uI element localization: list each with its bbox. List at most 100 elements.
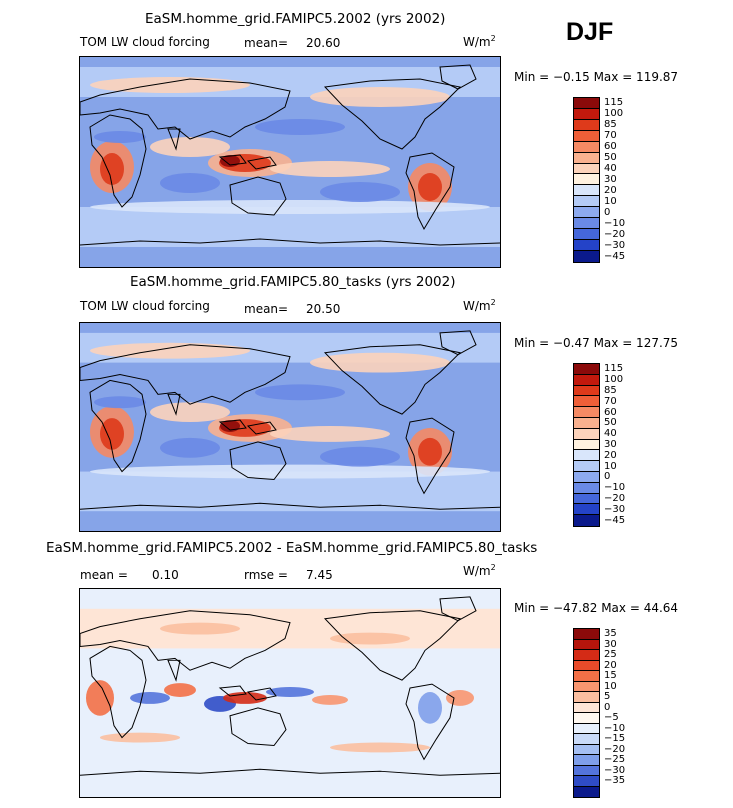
contour-region: [418, 437, 442, 466]
colorbar-tick-label: 40: [604, 428, 617, 440]
coastline: [439, 596, 477, 622]
contour-region: [266, 687, 314, 697]
colorbar-swatch: [574, 504, 599, 516]
colorbar-swatch: [574, 786, 599, 797]
colorbar-tick-label: 115: [604, 363, 624, 375]
colorbar-swatch: [574, 174, 599, 186]
map-canvas: [80, 57, 500, 267]
contour-region: [160, 622, 240, 635]
colorbar-swatch: [574, 723, 599, 734]
season-label: DJF: [566, 18, 614, 46]
colorbar-swatch: [574, 629, 599, 640]
contour-region: [446, 690, 474, 706]
contour-region: [255, 119, 345, 135]
colorbar-swatch: [574, 639, 599, 650]
panel2-colorbar: [573, 363, 600, 527]
colorbar-tick-label: 0: [604, 701, 611, 713]
contour-region: [418, 692, 442, 724]
colorbar-tick-label: 85: [604, 119, 617, 131]
colorbar-swatch: [574, 765, 599, 776]
colorbar-tick-label: 70: [604, 395, 617, 407]
coastline: [439, 64, 477, 90]
colorbar-tick-label: 20: [604, 449, 617, 461]
colorbar-tick-label: 10: [604, 195, 617, 207]
panel3-minmax: Min = −47.82 Max = 44.64: [514, 601, 679, 615]
colorbar-tick-label: 85: [604, 385, 617, 396]
contour-region: [320, 446, 400, 467]
colorbar-tick-label: 115: [604, 97, 624, 109]
contour-region: [150, 137, 230, 157]
colorbar-tick-label: −5: [604, 712, 619, 724]
colorbar-tick-label: −20: [604, 228, 626, 240]
coastline: [218, 419, 277, 435]
contour-region: [255, 384, 345, 401]
colorbar-swatch: [574, 681, 599, 692]
colorbar-swatch: [574, 702, 599, 713]
colorbar-tick-label: −10: [604, 217, 626, 229]
colorbar-swatch: [574, 493, 599, 505]
coastline: [229, 441, 287, 481]
colorbar-tick-label: 0: [604, 471, 611, 483]
colorbar-swatch: [574, 461, 599, 472]
colorbar-swatch: [574, 744, 599, 755]
contour-region: [160, 173, 220, 193]
contour-region: [86, 680, 114, 716]
colorbar-swatch: [574, 471, 599, 483]
colorbar-tick-label: −20: [604, 493, 626, 504]
contour-region: [94, 396, 146, 409]
contour-region: [310, 352, 450, 373]
panel1-mean-value: 20.60: [306, 36, 341, 50]
colorbar-swatch: [574, 428, 599, 440]
coastline: [439, 330, 477, 356]
coastline: [80, 610, 291, 671]
panel1-variable: TOM LW cloud forcing: [80, 35, 210, 49]
contour-region: [100, 418, 124, 450]
colorbar-swatch: [574, 407, 599, 418]
contour-region: [100, 153, 124, 185]
panel1-units: W/m2: [463, 34, 496, 49]
colorbar-tick-label: −30: [604, 764, 626, 776]
colorbar-tick-label: −30: [604, 239, 626, 251]
contour-region: [94, 131, 146, 143]
contour-region: [270, 426, 390, 442]
colorbar-tick-label: −10: [604, 722, 626, 734]
colorbar-swatch: [574, 650, 599, 661]
panel2-minmax: Min = −0.47 Max = 127.75: [514, 336, 679, 350]
colorbar-swatch: [574, 692, 599, 703]
colorbar-tick-label: 70: [604, 130, 617, 142]
colorbar-tick-label: 15: [604, 670, 617, 682]
colorbar-swatch: [574, 250, 599, 262]
colorbar-tick-label: −45: [604, 514, 626, 526]
contour-region: [130, 692, 170, 704]
coastline: [80, 238, 500, 246]
colorbar-swatch: [574, 515, 599, 526]
coastline: [167, 128, 181, 151]
coastline: [229, 707, 287, 747]
coastline: [80, 502, 500, 510]
contour-region: [320, 182, 400, 202]
colorbar-tick-label: 10: [604, 460, 617, 472]
colorbar-swatch: [574, 108, 599, 120]
coastline: [323, 78, 462, 150]
panel1-minmax: Min = −0.15 Max = 119.87: [514, 70, 679, 84]
colorbar-swatch: [574, 417, 599, 429]
colorbar-swatch: [574, 364, 599, 375]
coastline: [80, 768, 500, 776]
colorbar-tick-label: −35: [604, 775, 626, 787]
colorbar-tick-label: 60: [604, 141, 617, 153]
colorbar-tick-label: 30: [604, 174, 617, 185]
colorbar-tick-label: 100: [604, 374, 624, 386]
panel1-map: [79, 56, 501, 268]
contour-region: [90, 342, 250, 359]
colorbar-tick-label: 10: [604, 680, 617, 692]
colorbar-tick-label: −30: [604, 503, 626, 515]
colorbar-tick-label: −15: [604, 733, 626, 745]
panel2-variable: TOM LW cloud forcing: [80, 299, 210, 313]
coastline: [89, 645, 147, 739]
coastline: [167, 659, 181, 682]
coastline: [218, 685, 277, 701]
colorbar-swatch: [574, 98, 599, 109]
panel2-map: [79, 322, 501, 532]
contour-region: [90, 464, 490, 479]
coastline: [80, 344, 291, 405]
